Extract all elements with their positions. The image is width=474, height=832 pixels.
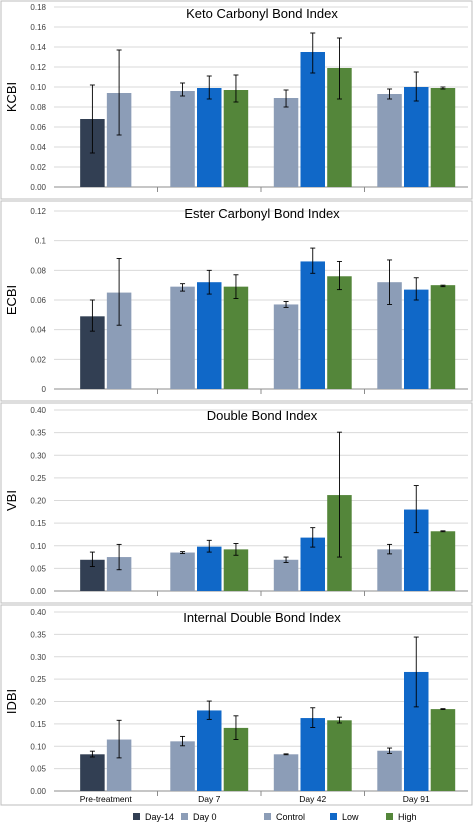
legend-swatch bbox=[386, 813, 393, 820]
legend-item: Day-14 bbox=[133, 812, 174, 822]
y-tick-label: 0.30 bbox=[30, 653, 46, 662]
y-tick-label: 0.35 bbox=[30, 429, 46, 438]
chart-title: Double Bond Index bbox=[207, 408, 318, 423]
y-tick-label: 0.40 bbox=[30, 608, 46, 617]
bar bbox=[223, 90, 249, 187]
bar bbox=[273, 754, 299, 791]
bar bbox=[170, 552, 195, 591]
bar bbox=[197, 88, 222, 187]
chart-panel: 0.00 0.05 0.10 0.15 0.20 0.25 0.30 0.35 0.40 VBI D… bbox=[0, 402, 473, 604]
x-tick-label: Day 91 bbox=[403, 794, 430, 804]
y-tick-label: 0.18 bbox=[30, 3, 46, 12]
legend: Day-14 Day 0 Control Low High bbox=[133, 812, 417, 822]
y-tick-label: 0.10 bbox=[30, 542, 46, 551]
y-tick-label: 0.04 bbox=[30, 326, 46, 335]
legend-item: Low bbox=[330, 812, 359, 822]
legend-label: High bbox=[398, 812, 417, 822]
y-tick-label: 0.04 bbox=[30, 143, 46, 152]
chart-title: Ester Carbonyl Bond Index bbox=[184, 206, 340, 221]
y-tick-label: 0.30 bbox=[30, 451, 46, 460]
y-tick-label: 0.06 bbox=[30, 296, 46, 305]
y-axis-label: IDBI bbox=[4, 689, 19, 714]
y-tick-label: 0.14 bbox=[30, 43, 46, 52]
legend-swatch bbox=[133, 813, 140, 820]
bar bbox=[197, 710, 222, 791]
x-tick-label: Day 7 bbox=[198, 794, 220, 804]
y-tick-label: 0.00 bbox=[30, 587, 46, 596]
bar bbox=[273, 559, 299, 591]
bar bbox=[430, 709, 456, 791]
legend-label: Day-14 bbox=[145, 812, 174, 822]
y-tick-label: 0.12 bbox=[30, 207, 46, 216]
bar bbox=[404, 87, 429, 187]
bar bbox=[80, 754, 105, 791]
y-axis-label: KCBI bbox=[4, 82, 19, 112]
bar bbox=[377, 750, 402, 791]
legend-item: High bbox=[386, 812, 417, 822]
y-tick-label: 0.1 bbox=[35, 237, 47, 246]
bar bbox=[430, 88, 456, 187]
bar bbox=[430, 285, 456, 389]
y-tick-label: 0.25 bbox=[30, 675, 46, 684]
bar bbox=[197, 546, 222, 591]
y-tick-label: 0.20 bbox=[30, 698, 46, 707]
y-tick-label: 0.08 bbox=[30, 103, 46, 112]
y-tick-label: 0.20 bbox=[30, 497, 46, 506]
bar bbox=[170, 286, 195, 389]
y-tick-label: 0.00 bbox=[30, 183, 46, 192]
bar bbox=[273, 304, 299, 389]
y-tick-label: 0.02 bbox=[30, 163, 46, 172]
y-tick-label: 0.15 bbox=[30, 720, 46, 729]
y-tick-label: 0.08 bbox=[30, 266, 46, 275]
bar bbox=[300, 52, 325, 187]
bar bbox=[197, 282, 222, 389]
y-tick-label: 0.35 bbox=[30, 630, 46, 639]
chart-panel: 0 0.02 0.04 0.06 0.08 0.1 0.12 ECBI Ester Carbon… bbox=[0, 200, 473, 402]
legend-label: Low bbox=[342, 812, 359, 822]
y-axis-label: ECBI bbox=[4, 285, 19, 315]
y-tick-label: 0.16 bbox=[30, 23, 46, 32]
x-tick-label: Day 42 bbox=[299, 794, 326, 804]
y-tick-label: 0.15 bbox=[30, 519, 46, 528]
chart-panel: 0.00 0.05 0.10 0.15 0.20 0.25 0.30 0.35 0.40 IDBI… bbox=[0, 604, 473, 806]
y-tick-label: 0.10 bbox=[30, 742, 46, 751]
y-tick-label: 0.05 bbox=[30, 765, 46, 774]
y-tick-label: 0.12 bbox=[30, 63, 46, 72]
y-tick-label: 0 bbox=[42, 385, 47, 394]
bar bbox=[404, 289, 429, 389]
chart-title: Internal Double Bond Index bbox=[183, 610, 341, 625]
legend-item: Control bbox=[264, 812, 305, 822]
y-axis-label: VBI bbox=[4, 490, 19, 511]
legend-swatch bbox=[181, 813, 188, 820]
legend-label: Day 0 bbox=[193, 812, 217, 822]
y-tick-label: 0.02 bbox=[30, 355, 46, 364]
chart-panel: 0.00 0.02 0.04 0.06 0.08 0.10 0.12 0.14 0.16 0.18… bbox=[0, 0, 473, 200]
bar bbox=[327, 720, 352, 791]
bar bbox=[223, 286, 249, 389]
legend-item: Day 0 bbox=[181, 812, 217, 822]
bar bbox=[327, 276, 352, 389]
bar bbox=[170, 91, 195, 187]
y-tick-label: 0.40 bbox=[30, 406, 46, 415]
bar bbox=[223, 549, 249, 591]
y-tick-label: 0.00 bbox=[30, 787, 46, 796]
y-tick-label: 0.06 bbox=[30, 123, 46, 132]
bar bbox=[273, 98, 299, 187]
chart-title: Keto Carbonyl Bond Index bbox=[186, 6, 338, 21]
y-tick-label: 0.25 bbox=[30, 474, 46, 483]
bar bbox=[300, 718, 325, 791]
bar bbox=[377, 94, 402, 187]
y-tick-label: 0.05 bbox=[30, 564, 46, 573]
bar bbox=[430, 531, 456, 591]
legend-label: Control bbox=[276, 812, 305, 822]
legend-swatch bbox=[330, 813, 337, 820]
y-tick-label: 0.10 bbox=[30, 83, 46, 92]
x-tick-label: Pre-treatment bbox=[80, 794, 133, 804]
bar bbox=[170, 741, 195, 791]
bar bbox=[300, 261, 325, 389]
bar bbox=[377, 549, 402, 591]
legend-swatch bbox=[264, 813, 271, 820]
